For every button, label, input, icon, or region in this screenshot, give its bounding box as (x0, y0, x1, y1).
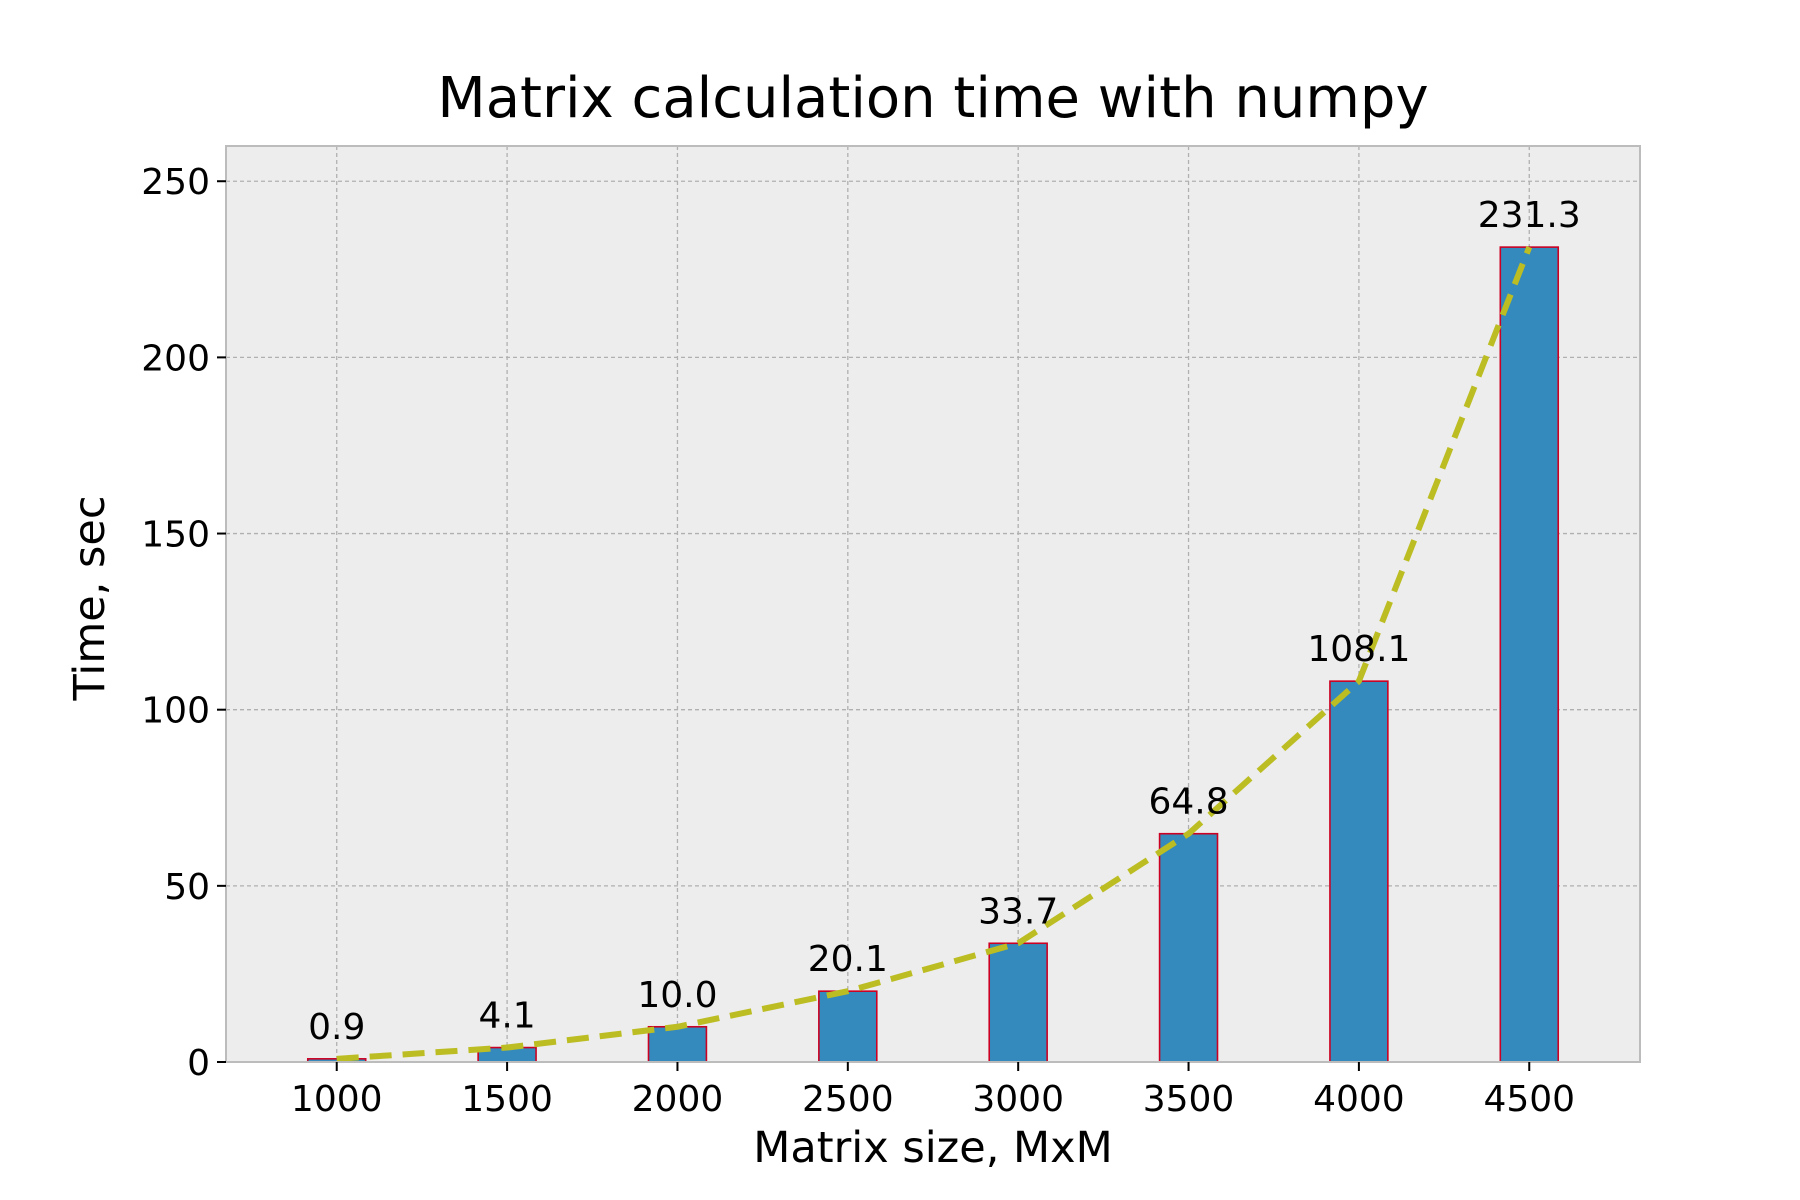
x-tick-label: 1000 (291, 1079, 383, 1120)
x-axis-label: Matrix size, MxM (753, 1123, 1112, 1173)
trend-line (336, 246, 1533, 1062)
x-tick-label: 3000 (972, 1079, 1064, 1120)
data-label: 64.8 (1148, 782, 1228, 823)
bar (647, 1025, 708, 1063)
y-tick-label: 0 (187, 1043, 210, 1084)
data-label: 108.1 (1307, 629, 1410, 670)
data-label: 33.7 (978, 891, 1058, 932)
y-tick-label: 150 (141, 515, 210, 556)
plot-frame (225, 145, 1641, 1063)
bar (988, 942, 1048, 1063)
y-tick-label: 100 (141, 691, 210, 732)
data-label: 0.9 (308, 1007, 365, 1048)
y-tick-label: 250 (141, 162, 210, 203)
data-label: 20.1 (808, 939, 888, 980)
x-tick-label: 4500 (1483, 1079, 1575, 1120)
x-tick-label: 2500 (802, 1079, 894, 1120)
y-tick-label: 50 (164, 867, 210, 908)
chart-title: Matrix calculation time with numpy (437, 66, 1428, 131)
plot-background (226, 146, 1640, 1062)
bar (1499, 246, 1560, 1063)
y-axis-label: Time, sec (65, 495, 115, 701)
bar (818, 990, 878, 1063)
bar (1329, 680, 1389, 1063)
data-label: 4.1 (478, 996, 535, 1037)
bar (1158, 832, 1219, 1063)
x-tick-label: 3500 (1143, 1079, 1235, 1120)
data-label: 10.0 (637, 975, 717, 1016)
x-tick-label: 1500 (461, 1079, 553, 1120)
x-tick-label: 4000 (1313, 1079, 1405, 1120)
data-label: 231.3 (1478, 195, 1581, 236)
x-tick-label: 2000 (632, 1079, 724, 1120)
y-tick-label: 200 (141, 338, 210, 379)
